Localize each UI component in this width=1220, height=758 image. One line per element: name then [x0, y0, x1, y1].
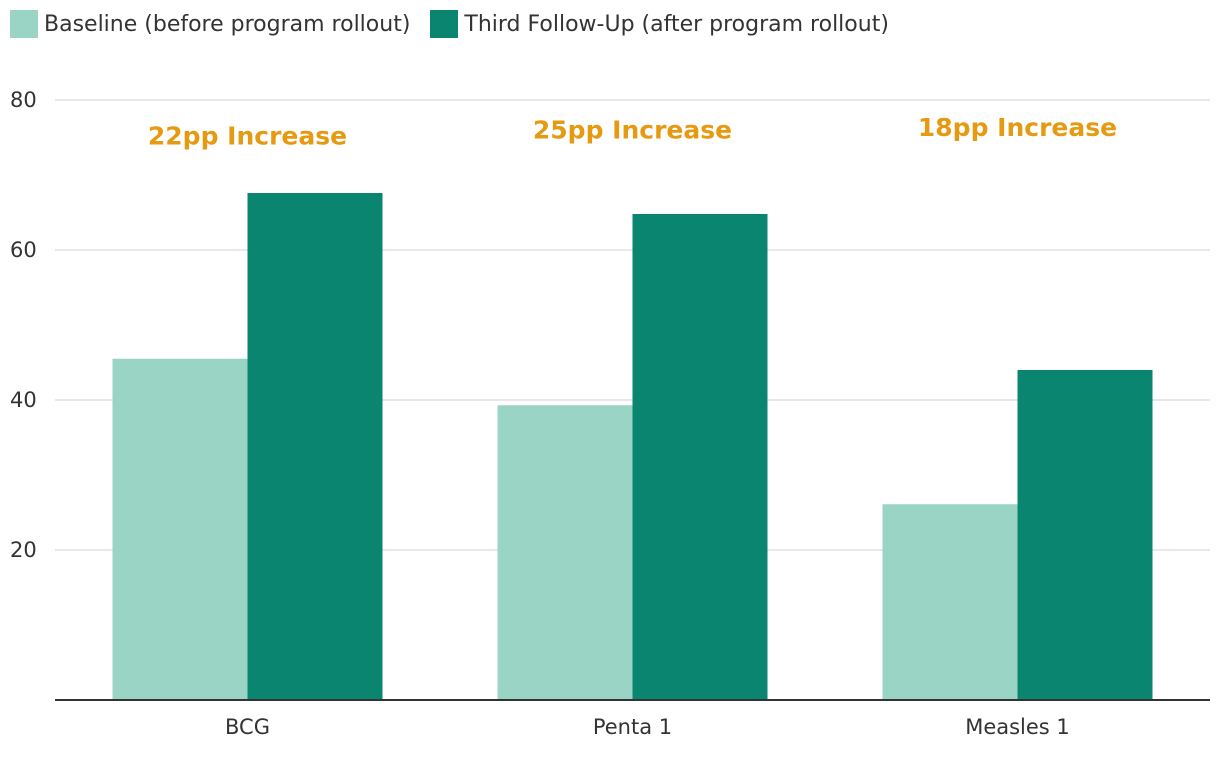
annotation-bcg: 22pp Increase: [148, 121, 347, 150]
bar-follow-up-penta-1: [632, 214, 768, 700]
y-tick-label-40: 40: [10, 388, 37, 412]
annotation-measles-1: 18pp Increase: [918, 113, 1117, 142]
bar-baseline-penta-1: [497, 405, 633, 700]
legend: Baseline (before program rollout) Third …: [10, 10, 889, 38]
x-tick-label-penta-1: Penta 1: [593, 715, 672, 739]
annotation-penta-1: 25pp Increase: [533, 115, 732, 144]
legend-swatch-follow-up: [430, 10, 459, 38]
legend-item-follow-up: Third Follow-Up (after program rollout): [430, 10, 889, 38]
y-tick-label-20: 20: [10, 538, 37, 562]
legend-swatch-baseline: [10, 10, 38, 38]
legend-label-baseline: Baseline (before program rollout): [44, 11, 411, 37]
bar-follow-up-measles-1: [1017, 370, 1153, 700]
y-tick-label-80: 80: [10, 88, 37, 112]
bar-baseline-bcg: [112, 358, 248, 700]
x-tick-label-bcg: BCG: [225, 715, 270, 739]
bar-baseline-measles-1: [882, 504, 1018, 700]
legend-label-follow-up: Third Follow-Up (after program rollout): [464, 11, 889, 37]
bar-follow-up-bcg: [247, 193, 383, 700]
legend-item-baseline: Baseline (before program rollout): [10, 10, 410, 38]
y-tick-label-60: 60: [10, 238, 37, 262]
x-tick-label-measles-1: Measles 1: [965, 715, 1070, 739]
